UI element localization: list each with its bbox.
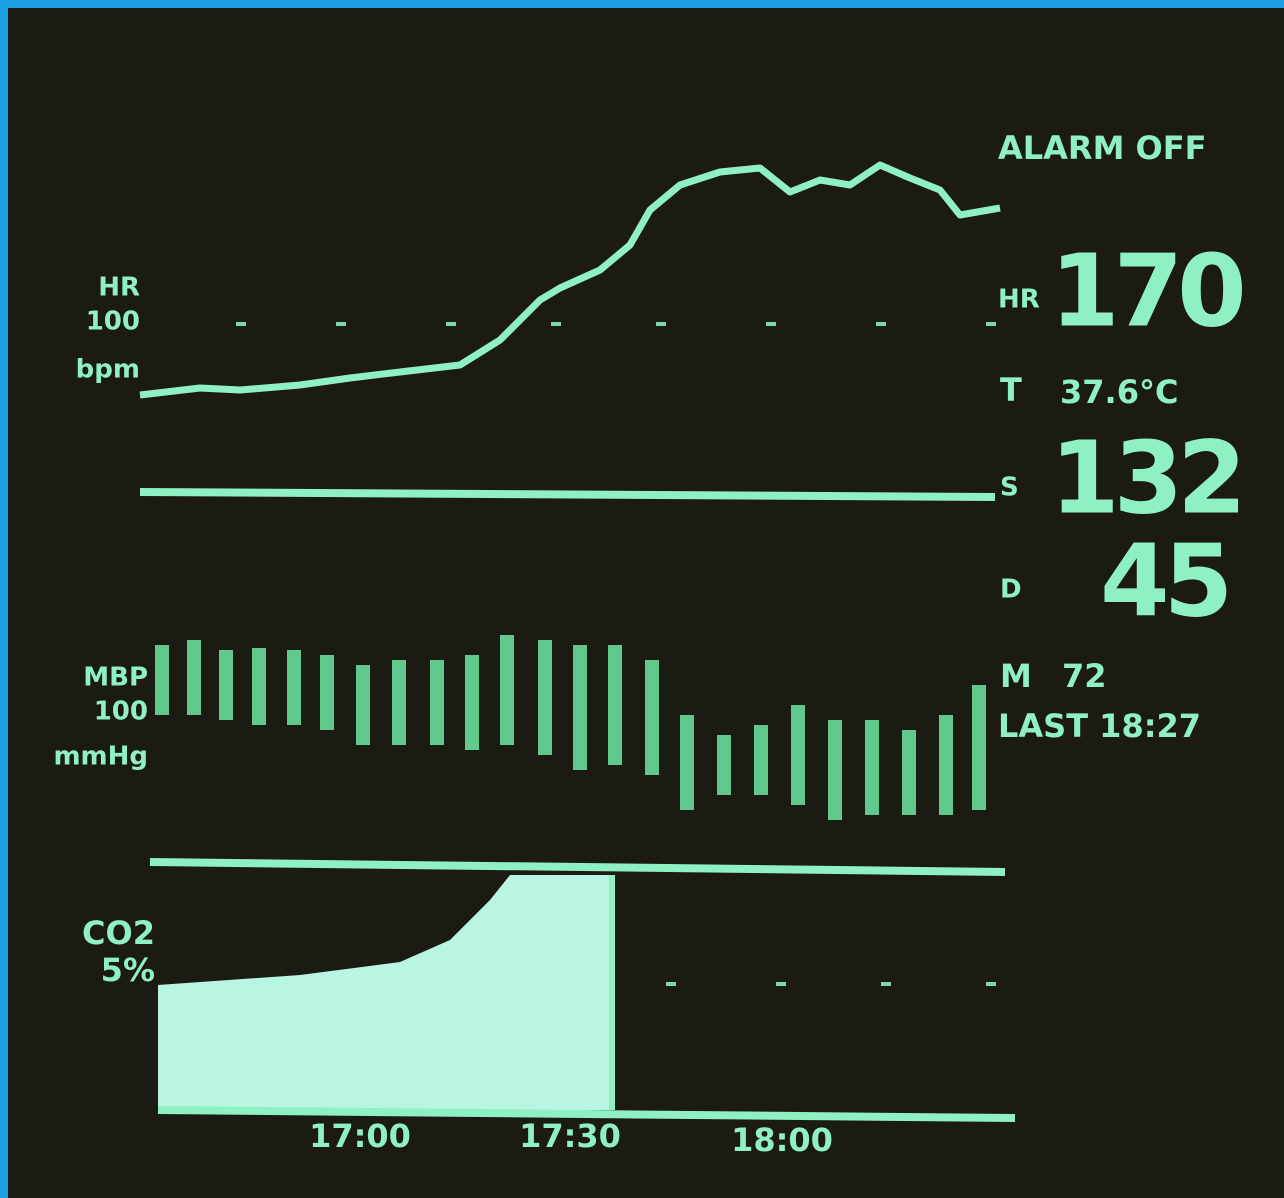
readout-value: 37.6°C	[1060, 373, 1178, 411]
panel-label: HR	[98, 273, 140, 303]
ref-dot	[986, 982, 996, 986]
bp-bar	[465, 655, 479, 750]
readout-value: 170	[1050, 232, 1242, 349]
bp-bar	[902, 730, 916, 815]
time-label: 17:30	[519, 1117, 621, 1155]
readout-label: M	[1000, 657, 1032, 695]
bp-bar	[680, 715, 694, 810]
bp-bar	[155, 645, 169, 715]
time-label: 18:00	[731, 1121, 833, 1159]
ref-dot	[236, 322, 246, 326]
bp-bar	[717, 735, 731, 795]
divider	[140, 492, 995, 497]
ref-dot	[336, 322, 346, 326]
ref-dot	[666, 982, 676, 986]
bp-bar	[430, 660, 444, 745]
ref-dot	[776, 982, 786, 986]
readout-label: T	[1000, 371, 1022, 409]
bp-bar	[608, 645, 622, 765]
panel-scale: 100	[86, 307, 140, 337]
bp-bar	[972, 685, 986, 810]
ref-dot	[876, 322, 886, 326]
last-measure: LAST 18:27	[998, 707, 1201, 745]
readout-value: 132	[1050, 419, 1241, 536]
ref-dot	[551, 322, 561, 326]
bp-bar	[287, 650, 301, 725]
page: HR 100 bpm MBP 100 mmHg CO2 5% 17:00 17:…	[0, 0, 1284, 1198]
bp-bar	[754, 725, 768, 795]
bp-bar	[865, 720, 879, 815]
panel-scale: 100	[94, 697, 148, 727]
readout-value: 45	[1100, 522, 1227, 639]
time-label: 17:00	[309, 1117, 411, 1155]
bp-bar	[392, 660, 406, 745]
panel-unit: bpm	[76, 355, 140, 385]
bp-bar	[645, 660, 659, 775]
ref-dot	[881, 982, 891, 986]
readout-label: HR	[998, 285, 1040, 315]
bp-bar	[791, 705, 805, 805]
readout-value: 72	[1062, 657, 1107, 695]
ref-dot	[446, 322, 456, 326]
panel-unit: mmHg	[53, 742, 148, 772]
panel-label: MBP	[83, 663, 148, 693]
ref-dot	[656, 322, 666, 326]
ref-dot	[986, 322, 996, 326]
bp-bar	[939, 715, 953, 815]
ref-dot	[766, 322, 776, 326]
bp-bar	[252, 648, 266, 725]
panel-unit: 5%	[101, 951, 155, 989]
bp-bar	[573, 645, 587, 770]
readout-label: D	[1000, 575, 1022, 605]
bp-bar	[828, 720, 842, 820]
panel-label: CO2	[82, 914, 155, 952]
bp-bar	[187, 640, 201, 715]
monitor-screen: HR 100 bpm MBP 100 mmHg CO2 5% 17:00 17:…	[0, 0, 1284, 1198]
alarm-status: ALARM OFF	[998, 129, 1206, 167]
bp-bar	[219, 650, 233, 720]
bp-bar	[320, 655, 334, 730]
bp-bar	[356, 665, 370, 745]
bp-bar	[538, 640, 552, 755]
bp-bar	[500, 635, 514, 745]
readout-label: S	[1000, 473, 1019, 503]
